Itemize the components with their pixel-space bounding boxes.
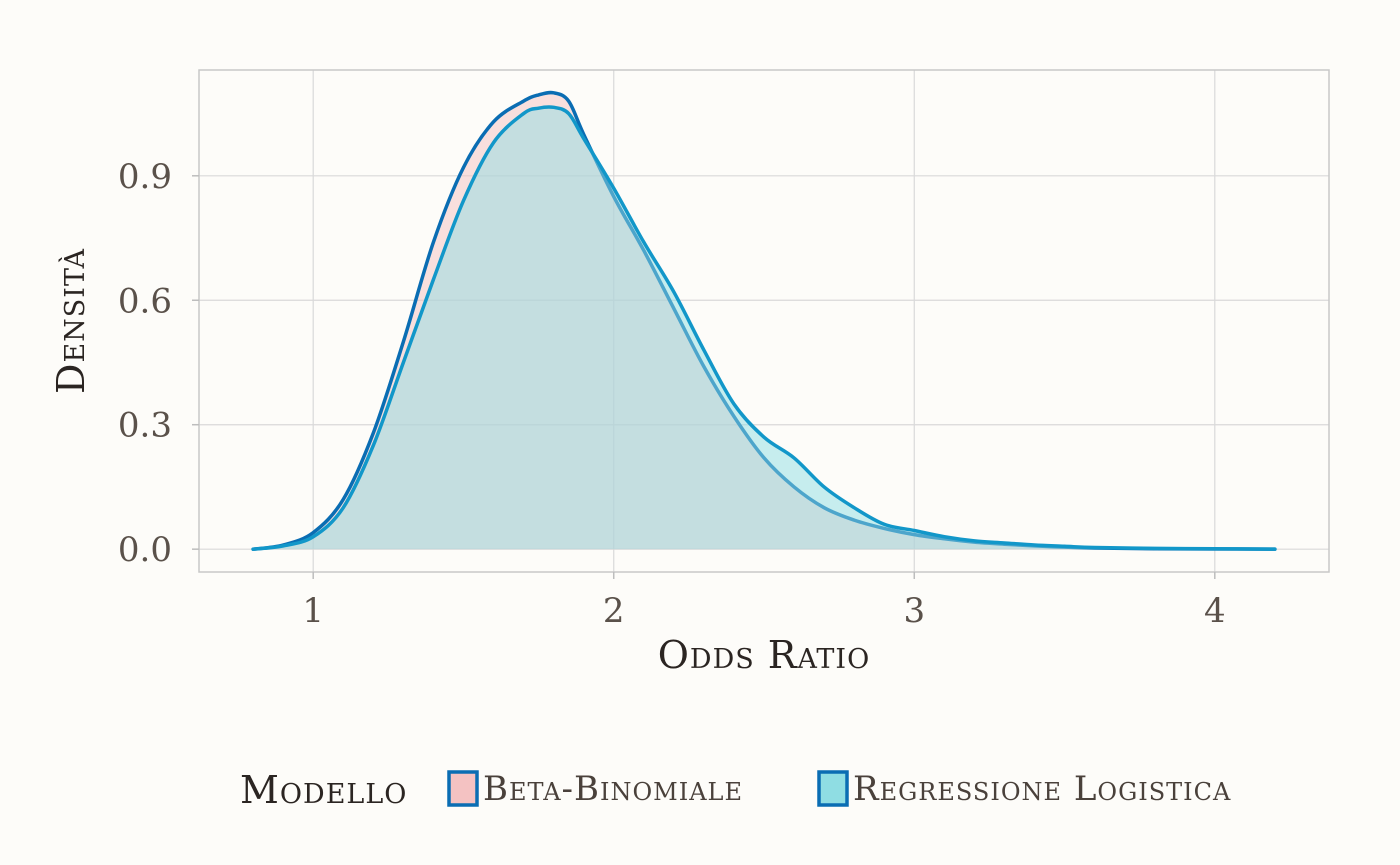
x-tick-label-3: 3: [903, 591, 925, 631]
legend-label-beta-binomiale[interactable]: Beta-Binomiale: [483, 769, 743, 809]
density-line-regressione-logistica: [251, 105, 1277, 551]
y-axis-ticks: 0.0 0.3 0.6 0.9: [118, 157, 199, 570]
x-axis-title: Odds Ratio: [658, 633, 870, 677]
density-area-regressione-logistica: [253, 106, 1275, 550]
y-tick-label-0.3: 0.3: [118, 406, 172, 446]
legend-label-regressione-logistica[interactable]: Regressione Logistica: [853, 769, 1231, 809]
y-tick-label-0.0: 0.0: [118, 530, 172, 570]
y-tick-label-0.9: 0.9: [118, 157, 172, 197]
x-tick-label-1: 1: [302, 591, 324, 631]
plot-panel-border: [198, 69, 1330, 573]
y-axis-title: Densità: [49, 248, 93, 394]
legend-title: Modello: [240, 768, 407, 812]
x-tick-label-4: 4: [1204, 591, 1226, 631]
density-areas: [251, 90, 1277, 551]
x-axis-ticks: 1 2 3 4: [302, 572, 1226, 631]
x-tick-label-2: 2: [603, 591, 625, 631]
legend: Modello Beta-Binomiale Regressione Logis…: [240, 768, 1231, 812]
legend-key-regressione-logistica[interactable]: [817, 770, 849, 807]
y-tick-label-0.6: 0.6: [118, 281, 172, 321]
legend-key-beta-binomiale[interactable]: [447, 770, 479, 807]
